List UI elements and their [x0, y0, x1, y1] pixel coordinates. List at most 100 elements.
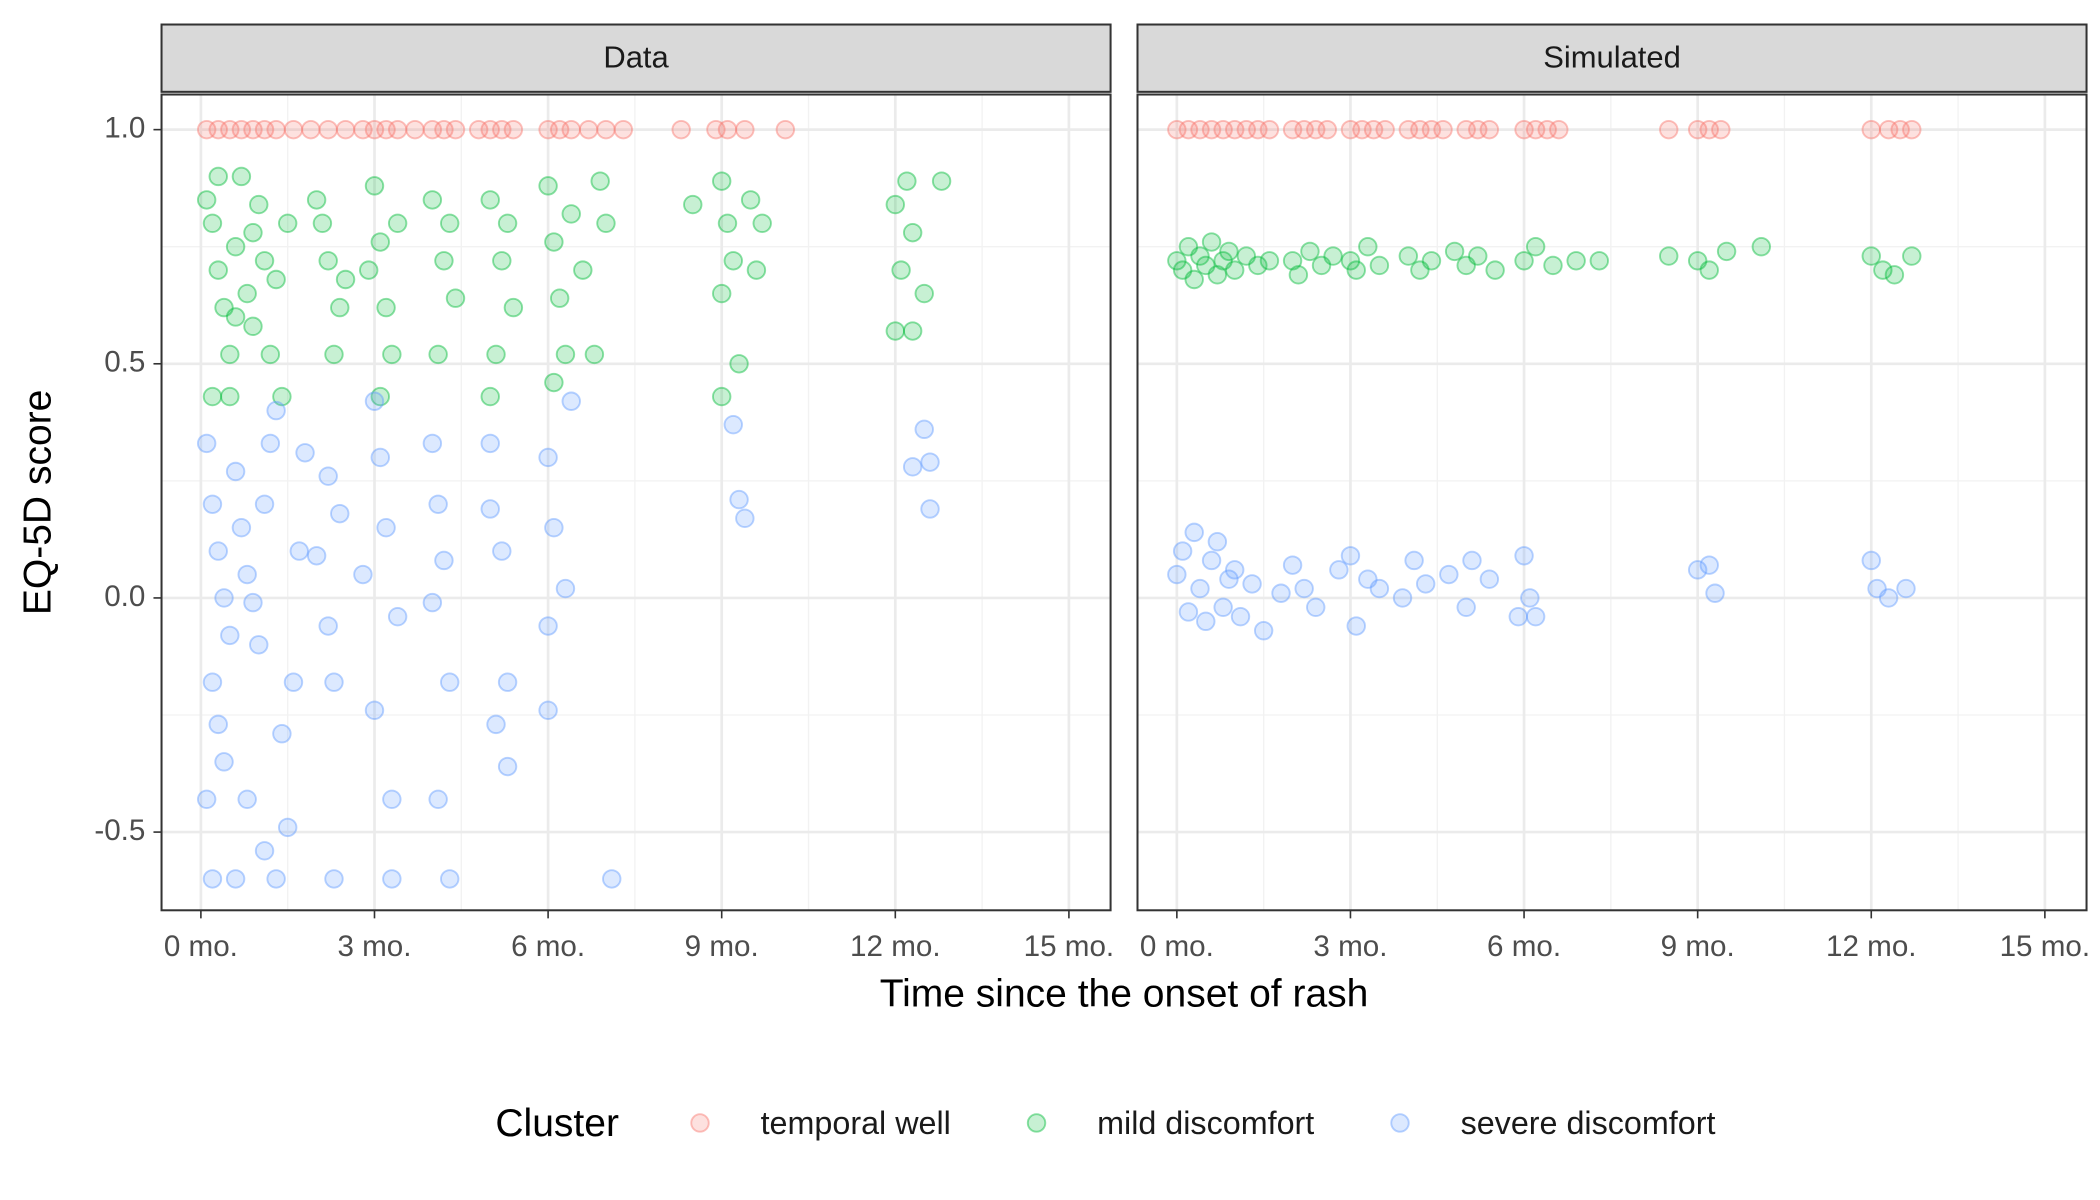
- point: [330, 503, 350, 524]
- y-tick-label: 0.5: [104, 346, 145, 379]
- point: [306, 546, 327, 566]
- point: [1410, 119, 1430, 140]
- x-tick-label: 12 mo.: [1826, 930, 1917, 963]
- x-tick-label: 6 mo.: [1487, 930, 1561, 963]
- point: [1311, 255, 1332, 276]
- point: [208, 119, 228, 140]
- point: [1884, 265, 1905, 285]
- point: [497, 672, 518, 692]
- point: [1306, 597, 1326, 617]
- point: [717, 213, 738, 233]
- point: [1167, 251, 1187, 271]
- point: [729, 354, 749, 374]
- point: [220, 344, 240, 365]
- panel-border: [160, 93, 1112, 912]
- point: [1421, 119, 1442, 140]
- point: [445, 288, 466, 308]
- point: [1190, 246, 1210, 266]
- strip-title: Data: [603, 40, 669, 75]
- point: [330, 297, 350, 318]
- point: [480, 386, 500, 407]
- point: [1329, 560, 1349, 580]
- legend-key: [1390, 1113, 1410, 1133]
- point: [434, 119, 454, 140]
- point: [254, 119, 275, 140]
- point: [480, 190, 500, 210]
- point: [249, 635, 269, 655]
- point: [1525, 119, 1546, 140]
- point: [266, 869, 286, 889]
- point: [1514, 546, 1534, 566]
- point: [440, 213, 460, 233]
- point: [249, 194, 269, 215]
- point: [208, 541, 228, 561]
- point: [1317, 119, 1337, 140]
- point: [1716, 241, 1737, 262]
- point: [555, 578, 576, 599]
- point: [1890, 119, 1910, 140]
- point: [596, 213, 616, 233]
- x-tick-label: 0 mo.: [1140, 930, 1214, 963]
- point: [1699, 555, 1719, 575]
- point: [1410, 260, 1430, 280]
- point: [480, 499, 500, 519]
- point: [1219, 569, 1239, 589]
- point: [202, 213, 223, 233]
- point: [752, 213, 772, 233]
- point: [723, 414, 743, 435]
- point: [1346, 616, 1366, 636]
- point: [1167, 119, 1187, 140]
- point: [364, 700, 385, 721]
- x-tick-label: 9 mo.: [1661, 930, 1735, 963]
- point: [885, 194, 905, 215]
- y-axis-label: EQ-5D score: [17, 390, 60, 615]
- point: [1184, 522, 1204, 543]
- point: [1468, 119, 1488, 140]
- point: [712, 283, 732, 304]
- point: [324, 672, 344, 692]
- x-tick-label: 9 mo.: [685, 930, 759, 963]
- point: [1259, 251, 1280, 271]
- point: [231, 517, 252, 538]
- point: [902, 222, 923, 243]
- point: [1282, 555, 1303, 575]
- point: [723, 251, 743, 271]
- point: [1219, 241, 1239, 262]
- point: [1340, 119, 1361, 140]
- strip-title: Simulated: [1543, 40, 1681, 75]
- point: [1902, 119, 1922, 140]
- y-tick-label: 0.0: [104, 580, 145, 613]
- point: [277, 817, 298, 838]
- point: [1589, 251, 1609, 271]
- point: [1514, 251, 1534, 271]
- point: [1543, 255, 1563, 276]
- point: [671, 119, 691, 140]
- point: [277, 213, 298, 233]
- point: [1253, 621, 1274, 641]
- point: [1687, 119, 1708, 140]
- point: [1167, 564, 1187, 585]
- point: [503, 119, 524, 140]
- point: [1236, 246, 1256, 266]
- y-tick-label: -0.5: [94, 814, 145, 847]
- point: [492, 541, 512, 561]
- point: [1415, 574, 1436, 594]
- point: [712, 386, 732, 407]
- point: [295, 443, 315, 463]
- point: [1207, 265, 1228, 285]
- point: [434, 251, 454, 271]
- x-tick-label: 12 mo.: [850, 930, 941, 963]
- point: [914, 283, 934, 304]
- x-tick-label: 0 mo.: [164, 930, 238, 963]
- point: [301, 119, 321, 140]
- point: [283, 672, 304, 692]
- point: [1699, 260, 1719, 280]
- point: [422, 433, 443, 454]
- point: [1196, 255, 1216, 276]
- point: [272, 386, 292, 407]
- point: [538, 700, 558, 721]
- point: [243, 316, 263, 337]
- point: [202, 494, 223, 514]
- point: [231, 119, 252, 140]
- point: [266, 269, 286, 290]
